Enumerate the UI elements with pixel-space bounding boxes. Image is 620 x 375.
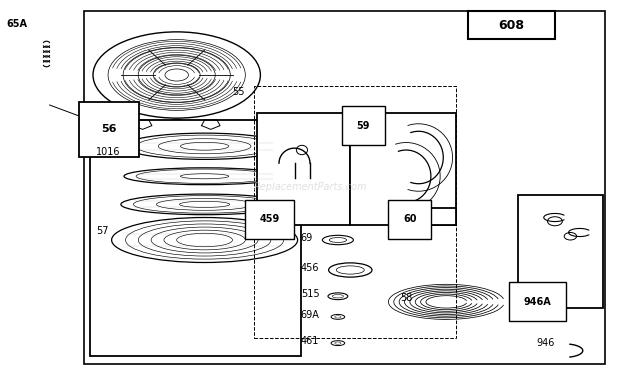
Text: 69: 69: [301, 233, 313, 243]
Text: ReplacementParts.com: ReplacementParts.com: [253, 183, 367, 192]
Text: 55: 55: [232, 87, 245, 97]
Bar: [350, 112, 456, 225]
Text: 56: 56: [101, 124, 117, 134]
Bar: [84, 11, 604, 364]
Text: 515: 515: [301, 290, 319, 299]
Text: 456: 456: [301, 263, 319, 273]
Text: 58: 58: [400, 293, 412, 303]
Text: 1016: 1016: [96, 147, 121, 157]
Text: 65A: 65A: [6, 20, 27, 29]
Text: 459: 459: [259, 214, 280, 224]
Bar: [468, 11, 555, 39]
Bar: [90, 120, 301, 356]
Text: 57: 57: [96, 226, 108, 236]
Text: 946A: 946A: [524, 297, 552, 307]
Text: 60: 60: [403, 214, 417, 224]
Bar: [518, 195, 603, 308]
Text: 69A: 69A: [301, 310, 319, 320]
Bar: [257, 112, 350, 225]
Text: 946: 946: [536, 338, 555, 348]
Bar: [254, 86, 456, 338]
Text: 461: 461: [301, 336, 319, 346]
Bar: [400, 208, 456, 225]
Text: 608: 608: [498, 19, 525, 32]
Text: 59: 59: [356, 121, 370, 130]
